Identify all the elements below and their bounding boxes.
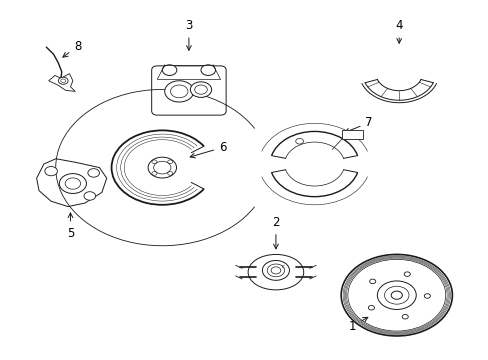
Circle shape	[162, 65, 177, 76]
Circle shape	[295, 138, 303, 144]
Circle shape	[153, 161, 171, 174]
Text: 6: 6	[190, 141, 226, 158]
Text: 3: 3	[185, 19, 192, 50]
Text: 4: 4	[395, 19, 402, 43]
Text: 5: 5	[67, 213, 74, 240]
Polygon shape	[49, 74, 75, 91]
Circle shape	[190, 82, 211, 98]
Circle shape	[88, 168, 99, 177]
FancyBboxPatch shape	[151, 66, 225, 115]
Circle shape	[164, 81, 193, 102]
Text: 2: 2	[272, 216, 279, 249]
Text: 8: 8	[63, 40, 81, 57]
Bar	[341, 130, 362, 139]
Text: 1: 1	[348, 317, 367, 333]
Circle shape	[84, 192, 95, 200]
Polygon shape	[37, 159, 106, 207]
Circle shape	[201, 65, 215, 76]
Circle shape	[45, 167, 57, 176]
Circle shape	[59, 174, 86, 193]
Text: 7: 7	[344, 116, 372, 133]
Ellipse shape	[247, 255, 303, 290]
Text: c: c	[281, 264, 284, 269]
Circle shape	[58, 77, 68, 84]
Circle shape	[148, 157, 176, 178]
